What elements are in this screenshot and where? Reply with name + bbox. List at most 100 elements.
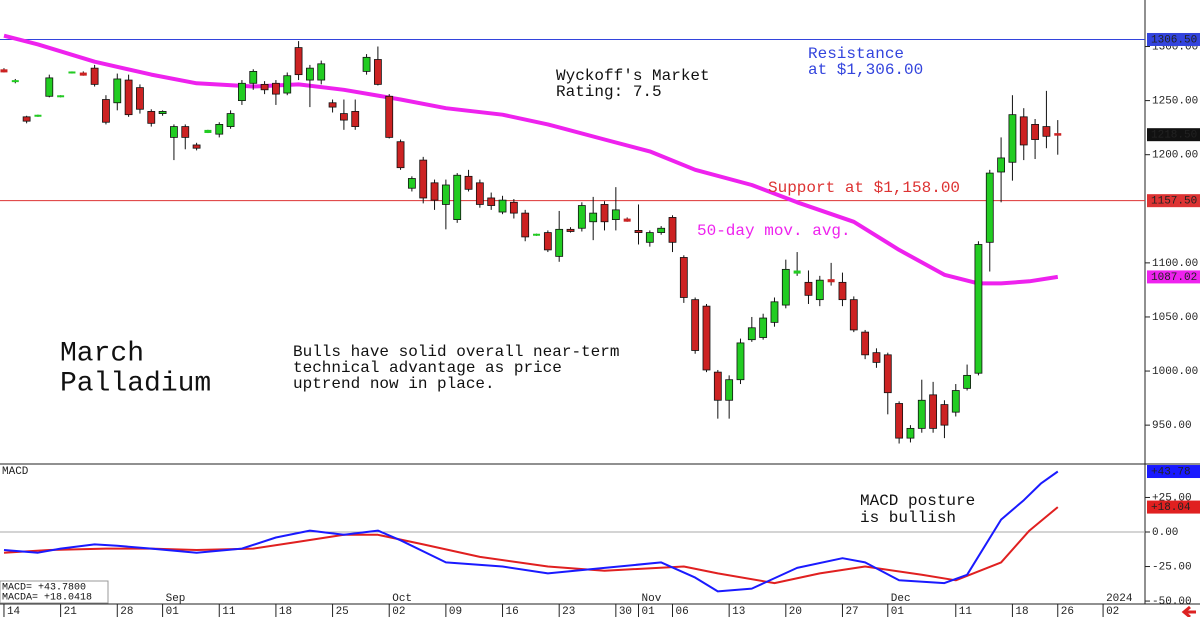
candle-body [781,268,790,306]
x-period-label: Sep [166,593,186,605]
end-label: +18.04 [1151,502,1191,514]
y-tick-label: 1000.00 [1152,366,1198,378]
candle-body [589,212,598,223]
candle-body [226,113,235,127]
x-tick-label: 16 [506,606,519,617]
x-tick-label: 27 [845,606,858,617]
end-label-box [1147,465,1200,479]
candle-body [793,270,801,274]
candle-body [272,82,280,95]
candle-body [113,78,122,104]
annotation: Wyckoff's Market [556,67,710,85]
candle-body [170,126,178,138]
candle-body [577,205,586,229]
x-tick-label: 02 [392,606,405,617]
candle-body [849,299,858,331]
annotation: Rating: 7.5 [556,83,662,101]
annotation: at $1,306.00 [808,61,923,79]
candle-body [974,244,983,374]
candle-body [940,404,949,426]
candle-body [339,113,348,121]
x-tick-label: 13 [732,606,745,617]
candle-body [702,305,711,371]
y-tick-label: 1050.00 [1152,312,1198,324]
annotation: Resistance [808,45,904,63]
level-label: 1087.02 [1151,272,1197,284]
candle-body [102,99,110,123]
candle-body [770,301,779,323]
y-tick-label: 0.00 [1152,527,1178,539]
y-tick-label: 950.00 [1152,420,1192,432]
macd-line [3,470,1059,593]
candle-body [487,197,496,206]
candle-body [736,342,745,381]
candle-body [453,174,462,221]
candle-body [668,217,677,243]
candle-body [872,352,881,363]
candle-body [204,129,212,133]
candle-body [294,47,303,76]
annotation: 50-day mov. avg. [697,222,851,240]
candle-body [362,56,371,72]
candle-body [249,70,258,84]
candle-body [317,63,326,81]
macd-line [3,506,1059,585]
candle-body [11,80,19,83]
scroll-arrow[interactable] [1181,605,1196,617]
candle-body [22,116,31,122]
candle-body [181,126,190,138]
annotation: MACD posture [860,492,975,510]
candle-body [725,379,734,401]
annotation: uptrend now in place. [293,375,495,393]
x-tick-label: 09 [449,606,462,617]
candle-body [158,111,167,114]
x-tick-label: 23 [562,606,575,617]
candle-body [645,232,654,243]
y-tick-label: 1250.00 [1152,96,1198,108]
candle-body [1008,114,1017,163]
candle-body [57,95,65,98]
x-tick-label: 01 [166,606,180,617]
candle-body [430,182,439,201]
candle-body [419,159,428,199]
x-tick-label: 20 [789,606,802,617]
candle-body [997,157,1005,173]
candle-body [827,279,835,283]
x-period-label: 2024 [1106,593,1133,605]
y-tick-label: 1100.00 [1152,258,1198,270]
candle-body [215,124,224,135]
candle-body [521,212,530,238]
candle-body [747,327,756,341]
candle-body [475,182,484,205]
candle-body [555,228,564,257]
candle-body [498,199,507,213]
readout: MACD= +43.7800 [2,583,86,594]
candle-body [634,230,643,233]
candle-body [192,144,201,149]
candle-body [147,111,156,124]
level-box [1147,270,1200,284]
annotation: March [60,338,144,369]
candle-body [306,67,314,81]
x-tick-label: 01 [642,606,656,617]
end-label-box [1147,500,1200,514]
x-period-label: Oct [392,593,412,605]
x-tick-label: 06 [675,606,688,617]
y-tick-label: 1200.00 [1152,150,1198,162]
y-tick-label: -50.00 [1152,596,1192,608]
x-period-label: Dec [891,593,911,605]
candle-body [804,281,813,296]
candle-body [464,175,473,190]
candle-body [679,257,688,298]
moving-average-line [3,33,1059,286]
candle-body [838,281,847,301]
x-tick-label: 30 [619,606,632,617]
candle-body [759,317,768,338]
x-tick-label: 18 [1015,606,1028,617]
candle-body [351,111,360,127]
x-tick-label: 28 [120,606,133,617]
candle-body [0,69,8,73]
x-tick-label: 25 [336,606,349,617]
candle-body [509,201,518,214]
